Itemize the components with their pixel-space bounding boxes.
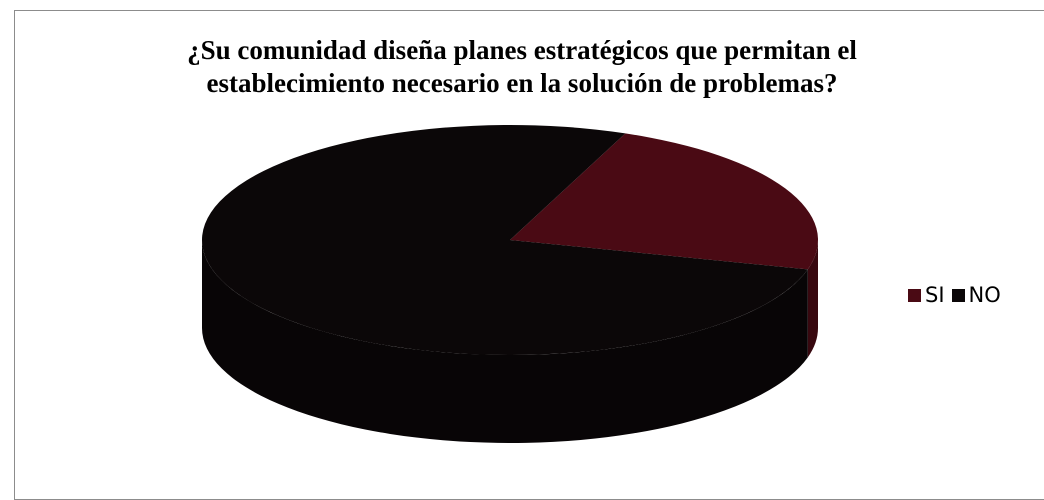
pie-side-walls bbox=[202, 240, 819, 443]
legend-swatch-si bbox=[908, 288, 921, 302]
chart-title-line-1: ¿Su comunidad diseña planes estratégicos… bbox=[187, 35, 857, 65]
pie-slice-si bbox=[510, 133, 818, 270]
pie-slice-no bbox=[201, 124, 808, 355]
pie-chart bbox=[201, 124, 819, 443]
pie-side-no bbox=[202, 240, 808, 443]
chart-title: ¿Su comunidad diseña planes estratégicos… bbox=[0, 34, 1044, 100]
legend-swatch-no bbox=[951, 288, 965, 302]
legend-item-si: SI bbox=[908, 283, 945, 307]
chart-title-line-2: establecimiento necesario en la solución… bbox=[206, 68, 838, 98]
legend-item-no: NO bbox=[951, 283, 1001, 307]
legend-label-si: SI bbox=[925, 283, 945, 307]
chart-legend: SI NO bbox=[908, 283, 1008, 307]
legend-label-no: NO bbox=[968, 283, 1001, 307]
pie-side-si bbox=[807, 240, 819, 358]
